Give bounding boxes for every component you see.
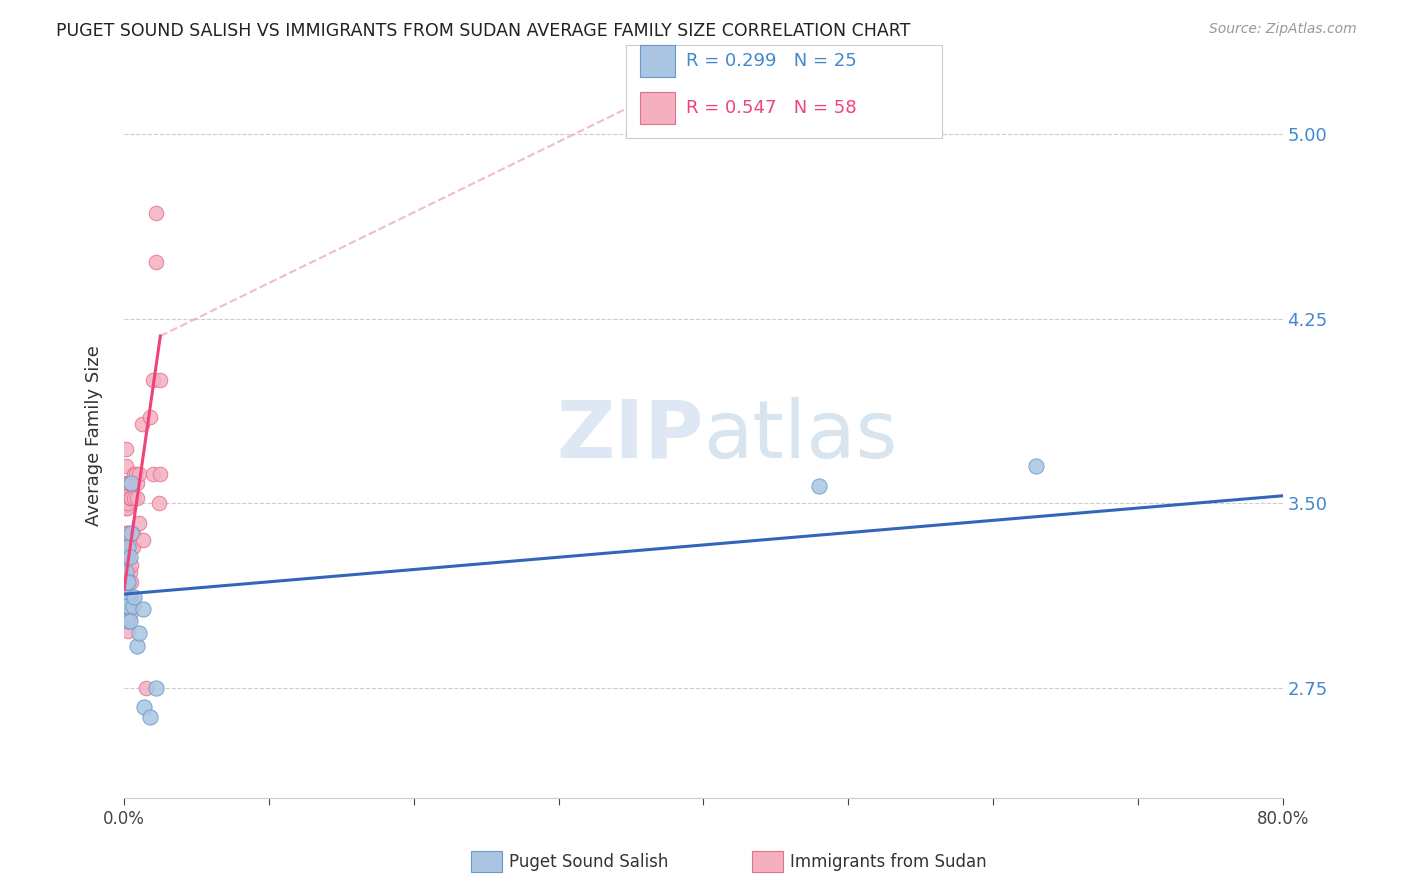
Point [121,599,143,614]
Point [149,467,172,481]
Point [114,476,136,491]
Point [115,599,138,614]
Point [118,607,141,621]
Point [135,681,157,695]
Point [115,442,138,456]
Point [117,574,139,589]
Point [149,373,172,387]
Point [117,607,139,621]
Y-axis label: Average Family Size: Average Family Size [86,345,103,526]
Point [117,541,139,555]
Point [118,491,141,506]
Point [117,525,139,540]
Text: Puget Sound Salish: Puget Sound Salish [509,853,668,871]
Point [121,541,143,555]
Point [117,614,139,628]
Point [142,467,165,481]
Text: Source: ZipAtlas.com: Source: ZipAtlas.com [1209,22,1357,37]
Point [115,590,138,604]
Point [114,574,136,589]
Point [142,373,165,387]
Point [117,599,139,614]
Point [117,550,139,565]
Point [115,459,138,474]
Point [114,574,136,589]
Point [120,476,142,491]
Point [115,614,138,628]
Point [114,541,136,555]
Point [139,410,162,425]
Point [114,590,136,604]
Point [120,525,142,540]
Point [118,614,141,628]
Point [132,533,155,547]
Point [121,525,143,540]
Point [128,516,150,530]
Point [125,467,148,481]
Point [120,590,142,604]
Point [117,476,139,491]
Point [114,550,136,565]
Point [145,206,167,220]
Point [120,558,142,572]
Point [115,574,138,589]
Point [120,541,142,555]
Point [115,550,138,565]
Point [115,525,138,540]
Point [117,574,139,589]
Point [145,681,167,695]
Point [128,467,150,481]
Point [117,574,139,589]
Point [118,541,141,555]
Point [114,483,136,498]
Point [114,565,136,579]
Point [131,417,153,432]
Text: R = 0.299   N = 25: R = 0.299 N = 25 [686,53,856,70]
Point [127,491,149,506]
Point [117,594,139,608]
Text: Immigrants from Sudan: Immigrants from Sudan [790,853,987,871]
Point [148,496,170,510]
Point [117,624,139,638]
Point [134,700,156,714]
Point [122,590,145,604]
Point [122,467,145,481]
Point [120,574,142,589]
Point [118,590,141,604]
Point [115,550,138,565]
Point [120,491,142,506]
Point [1025,459,1047,474]
Point [145,255,167,269]
Point [114,565,136,579]
Point [115,501,138,516]
Point [118,565,141,579]
Point [132,602,155,616]
Point [118,476,141,491]
Text: R = 0.547   N = 58: R = 0.547 N = 58 [686,99,856,117]
Point [114,828,136,842]
Point [139,710,162,724]
Point [117,496,139,510]
Point [118,550,141,565]
Text: atlas: atlas [703,397,898,475]
Point [122,491,145,506]
Point [115,599,138,614]
Point [128,626,150,640]
Point [127,639,149,653]
Point [114,501,136,516]
Point [114,525,136,540]
Point [114,599,136,614]
Point [808,479,831,493]
Text: PUGET SOUND SALISH VS IMMIGRANTS FROM SUDAN AVERAGE FAMILY SIZE CORRELATION CHAR: PUGET SOUND SALISH VS IMMIGRANTS FROM SU… [56,22,911,40]
Point [115,590,138,604]
Point [127,476,149,491]
Text: ZIP: ZIP [557,397,703,475]
